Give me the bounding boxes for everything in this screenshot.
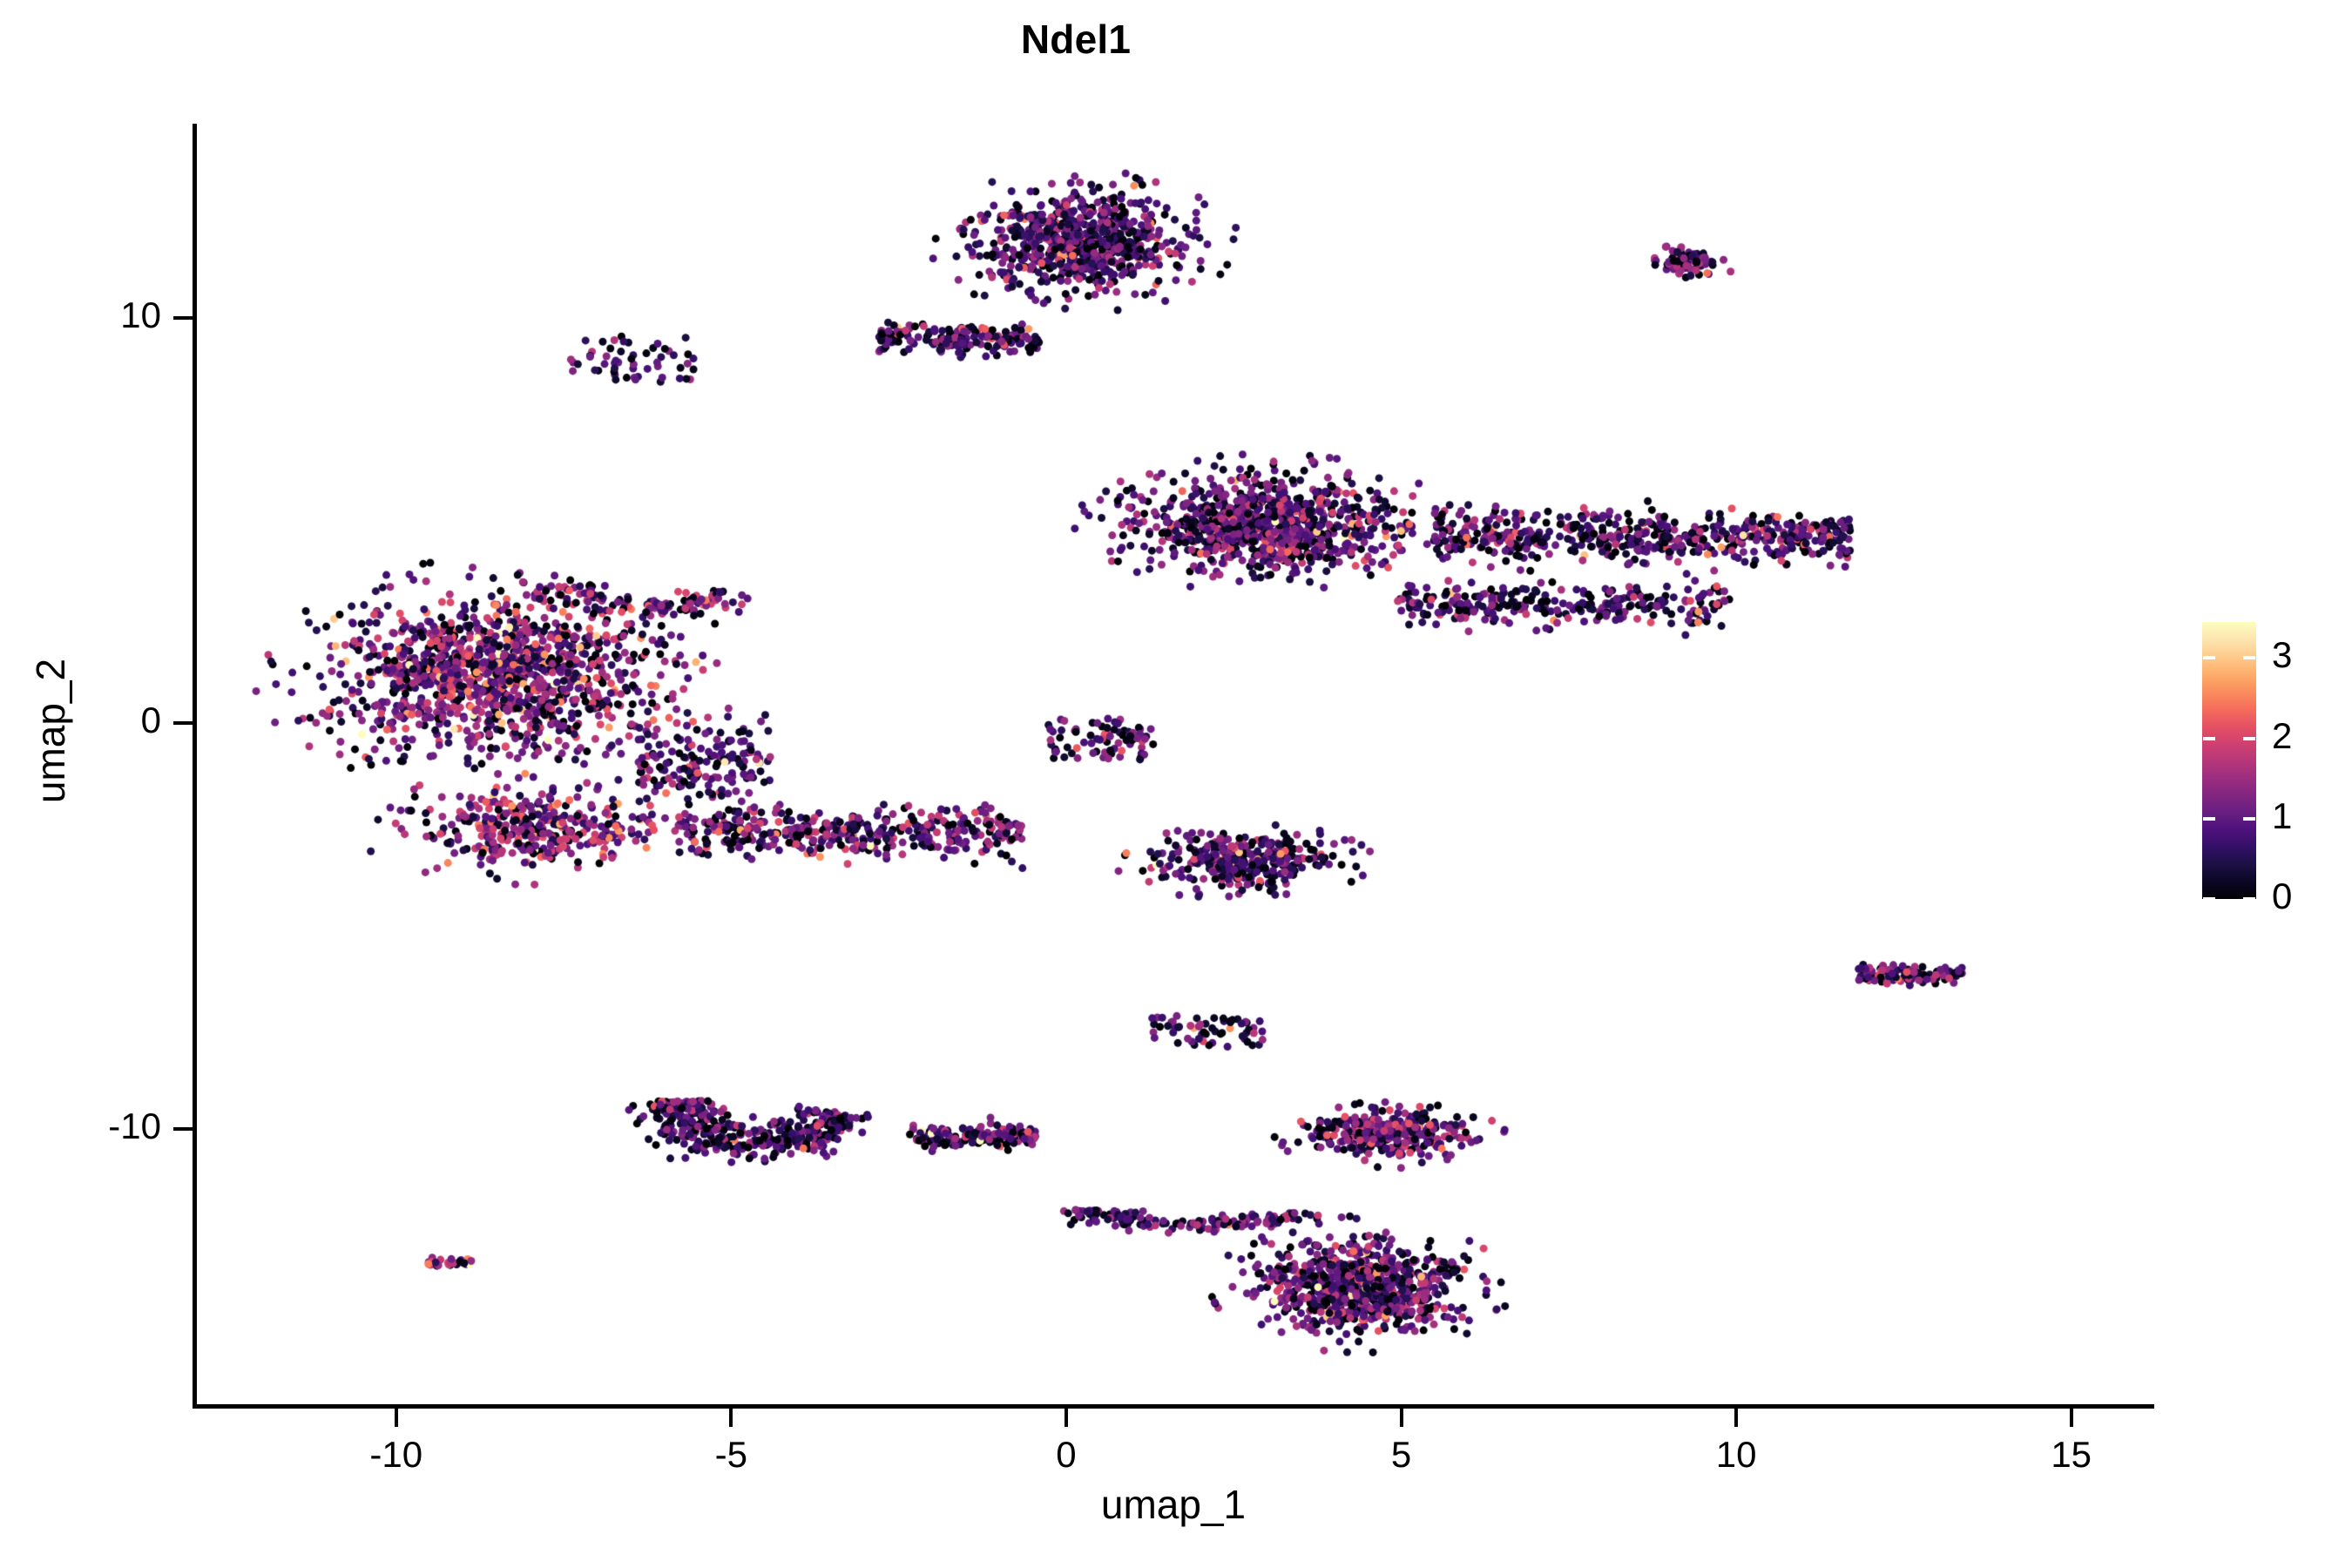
x-tick-mark (1399, 1408, 1403, 1427)
y-tick-mark (173, 316, 193, 321)
x-tick-label: 5 (1390, 1434, 1412, 1475)
y-tick-mark (173, 721, 193, 726)
colorbar-legend: 0 1 2 3 (2202, 622, 2350, 916)
x-tick-mark (1064, 1408, 1068, 1427)
x-tick-mark (2069, 1408, 2073, 1427)
x-tick-mark (1734, 1408, 1739, 1427)
x-axis-line (193, 1404, 2154, 1409)
y-tick-label: 0 (140, 700, 161, 741)
colorbar-tick-mark (2243, 656, 2255, 660)
x-tick-label: 0 (1056, 1434, 1077, 1475)
y-tick-label: -10 (108, 1105, 161, 1146)
colorbar-tick-label: 2 (2272, 714, 2293, 756)
colorbar-tick-mark (2203, 816, 2215, 821)
page-title: Ndel1 (1020, 17, 1132, 62)
x-tick-label: 15 (2051, 1434, 2092, 1475)
y-axis-label-wrap: umap_2 (0, 659, 355, 803)
y-tick-label: 10 (120, 294, 161, 336)
x-tick-label: -5 (714, 1434, 747, 1475)
x-tick-mark (394, 1408, 398, 1427)
y-tick-mark (173, 1126, 193, 1131)
x-tick-label: 10 (1715, 1434, 1757, 1475)
x-tick-mark (729, 1408, 733, 1427)
colorbar-tick-mark (2243, 736, 2255, 740)
colorbar-tick-mark (2203, 656, 2215, 660)
plot-panel (195, 124, 2152, 1404)
colorbar-tick-label: 0 (2272, 875, 2293, 916)
colorbar-tick-mark (2243, 816, 2255, 821)
colorbar-tick-mark (2203, 736, 2215, 740)
y-axis-label: umap_2 (27, 658, 73, 804)
x-axis-label: umap_1 (1100, 1482, 1247, 1527)
colorbar-gradient (2202, 622, 2256, 899)
y-axis-line (193, 124, 197, 1408)
colorbar-tick-mark (2243, 897, 2255, 901)
colorbar-tick-label: 1 (2272, 794, 2293, 836)
colorbar-tick-label: 3 (2272, 634, 2293, 676)
x-tick-label: -10 (369, 1434, 423, 1475)
scatter-points-canvas (195, 124, 2152, 1404)
colorbar-tick-mark (2203, 897, 2215, 901)
